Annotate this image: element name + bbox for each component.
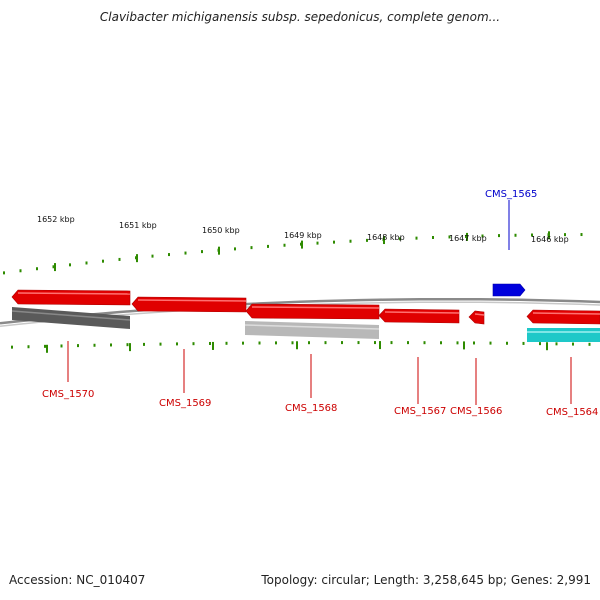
tick-label: 1651 kbp bbox=[119, 221, 157, 230]
gene-label-cms-1570[interactable]: CMS_1570 bbox=[42, 389, 94, 400]
gene-label-cms-1568[interactable]: CMS_1568 bbox=[285, 403, 337, 414]
map-title: Clavibacter michiganensis subsp. sepedon… bbox=[99, 10, 501, 24]
gene-arrow-cms-1569[interactable] bbox=[131, 296, 247, 313]
gene-arrow-cms-1567[interactable] bbox=[378, 308, 460, 324]
gene-arrow-cms-1566[interactable] bbox=[468, 310, 485, 325]
tick-label: 1650 kbp bbox=[202, 226, 240, 235]
gene-label-cms-1566[interactable]: CMS_1566 bbox=[450, 406, 502, 417]
gene-label-cms-1567[interactable]: CMS_1567 bbox=[394, 406, 446, 417]
gene-arrow-cms-1565[interactable] bbox=[492, 283, 526, 297]
accession-text: Accession: NC_010407 bbox=[9, 573, 146, 587]
backbone-outer bbox=[0, 297, 600, 325]
tick-label: 1648 kbp bbox=[367, 233, 405, 242]
gene-arrow-cms-1570-highlight bbox=[17, 292, 131, 295]
gene-arrow-cms-1570[interactable] bbox=[11, 289, 131, 306]
tick-label: 1649 kbp bbox=[284, 231, 322, 240]
tick-label: 1652 kbp bbox=[37, 215, 75, 224]
feature-bar-cyan[interactable] bbox=[527, 328, 600, 342]
gene-arrow-cms-1567-highlight bbox=[384, 311, 460, 314]
feature-bar-light[interactable] bbox=[245, 321, 379, 339]
tick-label: 1647 kbp bbox=[449, 234, 487, 243]
gene-arrow-cms-1568[interactable] bbox=[245, 303, 380, 320]
tick-label: 1646 kbp bbox=[531, 235, 569, 244]
gene-label-cms-1569[interactable]: CMS_1569 bbox=[159, 398, 211, 409]
gene-label-cms-1564[interactable]: CMS_1564 bbox=[546, 407, 598, 418]
gene-arrow-cms-1568-highlight bbox=[251, 306, 380, 309]
gene-label-cms-1565[interactable]: CMS_1565 bbox=[485, 189, 537, 200]
gene-arrow-cms-1566-highlight bbox=[474, 313, 485, 316]
feature-bar-dark-highlight bbox=[11, 310, 131, 321]
gene-arrow-cms-1564-highlight bbox=[532, 312, 600, 315]
gene-arrow-cms-1564[interactable] bbox=[526, 309, 600, 325]
genome-summary-text: Topology: circular; Length: 3,258,645 bp… bbox=[261, 573, 591, 587]
gene-arrow-cms-1569-highlight bbox=[137, 299, 247, 302]
feature-bar-light-highlight bbox=[244, 324, 380, 330]
